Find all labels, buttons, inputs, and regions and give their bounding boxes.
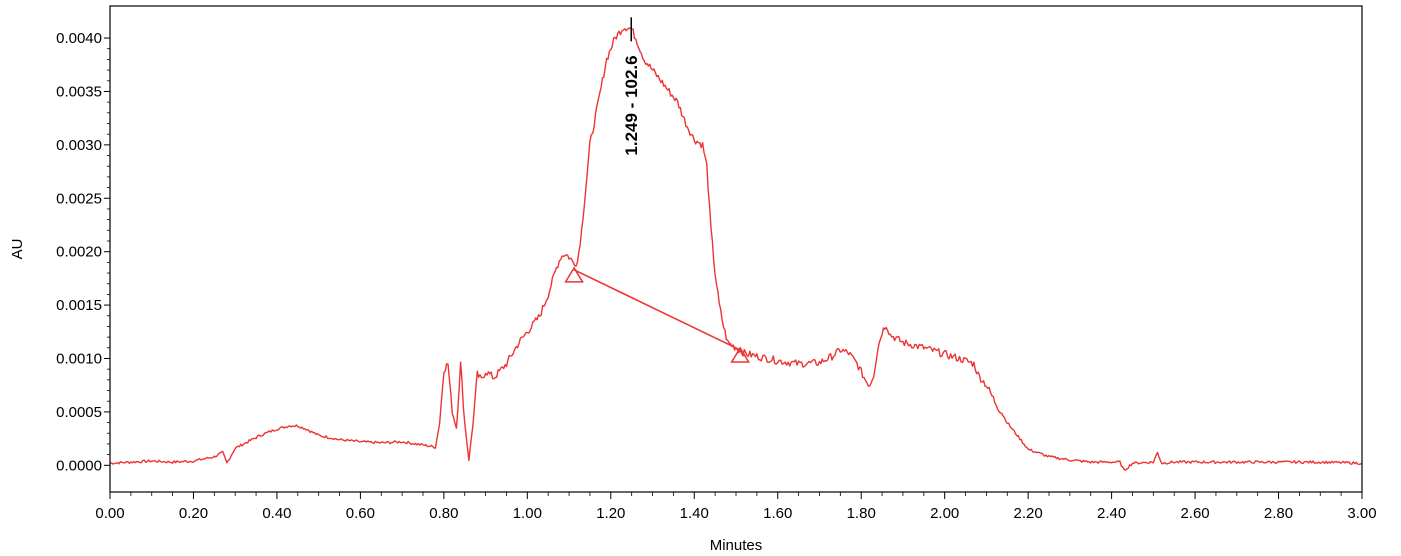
x-tick-label: 2.60 — [1180, 505, 1209, 522]
x-tick-label: 1.00 — [513, 505, 542, 522]
x-tick-label: 1.60 — [763, 505, 792, 522]
y-tick-label: 0.0000 — [56, 457, 102, 474]
peak-label: 1.249 - 102.6 — [622, 55, 641, 155]
x-tick-label: 0.80 — [429, 505, 458, 522]
x-tick-label: 1.20 — [596, 505, 625, 522]
x-tick-label: 0.00 — [95, 505, 124, 522]
chromatogram-trace — [109, 27, 1363, 471]
x-tick-label: 1.80 — [847, 505, 876, 522]
y-tick-label: 0.0035 — [56, 83, 102, 100]
y-tick-label: 0.0015 — [56, 297, 102, 314]
y-tick-label: 0.0030 — [56, 137, 102, 154]
x-tick-label: 0.20 — [179, 505, 208, 522]
y-axis-ticks: 0.0000 0.0005 0.0010 0.0015 0.0020 0.0025 0.00… — [56, 30, 110, 474]
x-axis-label: Minutes — [710, 537, 763, 554]
x-tick-label: 3.00 — [1347, 505, 1376, 522]
y-tick-label: 0.0010 — [56, 350, 102, 367]
x-tick-label: 2.80 — [1264, 505, 1293, 522]
y-axis-label: AU — [9, 239, 26, 260]
x-tick-label: 2.40 — [1097, 505, 1126, 522]
peak-baseline-line — [573, 269, 741, 351]
x-tick-label: 1.40 — [680, 505, 709, 522]
x-tick-label: 2.00 — [930, 505, 959, 522]
y-tick-label: 0.0005 — [56, 404, 102, 421]
x-tick-label: 2.20 — [1014, 505, 1043, 522]
baseline-start-marker — [564, 266, 584, 283]
x-axis-ticks: 0.00 0.20 0.40 0.60 0.80 1.00 1.20 1.40 1.60 1.80… — [95, 492, 1377, 522]
y-tick-label: 0.0040 — [56, 30, 102, 47]
y-tick-label: 0.0025 — [56, 190, 102, 207]
x-tick-label: 0.60 — [346, 505, 375, 522]
x-tick-label: 0.40 — [262, 505, 291, 522]
plot-frame — [109, 5, 1363, 493]
baseline-end-marker — [730, 346, 751, 363]
y-tick-label: 0.0020 — [56, 244, 102, 261]
